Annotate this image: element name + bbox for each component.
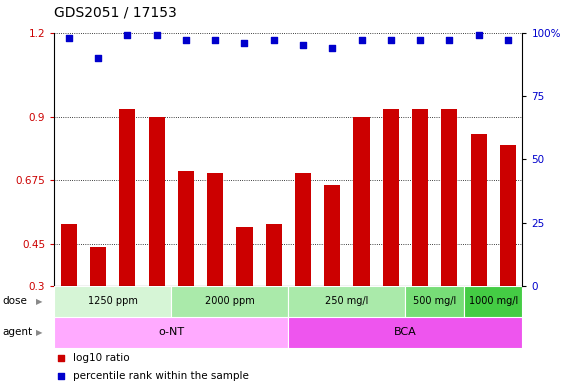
- Text: 500 mg/l: 500 mg/l: [413, 296, 456, 306]
- Text: 250 mg/l: 250 mg/l: [325, 296, 368, 306]
- Point: [152, 32, 161, 38]
- Text: GSM105780: GSM105780: [445, 286, 454, 332]
- Text: GDS2051 / 17153: GDS2051 / 17153: [54, 5, 177, 19]
- Bar: [236, 227, 252, 286]
- Text: o-NT: o-NT: [158, 327, 184, 337]
- Bar: [288, 286, 405, 317]
- Point: [328, 45, 337, 51]
- Point: [240, 40, 249, 46]
- Bar: [464, 286, 522, 317]
- Text: GSM105782: GSM105782: [503, 286, 512, 332]
- Bar: [266, 224, 282, 286]
- Point: [123, 32, 132, 38]
- Text: 1250 ppm: 1250 ppm: [88, 296, 138, 306]
- Point: [94, 55, 103, 61]
- Bar: [178, 170, 194, 286]
- Text: GSM105788: GSM105788: [211, 286, 220, 332]
- Text: ▶: ▶: [36, 328, 42, 337]
- Point: [357, 37, 366, 43]
- Bar: [119, 109, 135, 286]
- Point: [211, 37, 220, 43]
- Point: [65, 35, 74, 41]
- Point: [182, 37, 191, 43]
- Text: GSM105789: GSM105789: [240, 286, 249, 332]
- Bar: [148, 117, 164, 286]
- Point: [474, 32, 483, 38]
- Text: percentile rank within the sample: percentile rank within the sample: [73, 371, 249, 381]
- Text: GSM105787: GSM105787: [182, 286, 191, 332]
- Text: 1000 mg/l: 1000 mg/l: [469, 296, 518, 306]
- Text: dose: dose: [3, 296, 28, 306]
- Bar: [171, 286, 288, 317]
- Text: log10 ratio: log10 ratio: [73, 353, 130, 363]
- Text: GSM105790: GSM105790: [269, 286, 278, 333]
- Text: GSM105776: GSM105776: [328, 286, 337, 333]
- Text: GSM105785: GSM105785: [123, 286, 132, 332]
- Text: agent: agent: [3, 327, 33, 337]
- Point: [57, 373, 66, 379]
- Point: [299, 42, 308, 48]
- Bar: [295, 174, 311, 286]
- Bar: [500, 145, 516, 286]
- Bar: [207, 174, 223, 286]
- Text: GSM105783: GSM105783: [65, 286, 74, 332]
- Bar: [412, 109, 428, 286]
- Point: [445, 37, 454, 43]
- Bar: [54, 286, 171, 317]
- Text: ▶: ▶: [36, 297, 42, 306]
- Point: [269, 37, 278, 43]
- Bar: [288, 317, 522, 348]
- Bar: [405, 286, 464, 317]
- Text: GSM105778: GSM105778: [386, 286, 395, 332]
- Point: [386, 37, 395, 43]
- Text: GSM105777: GSM105777: [357, 286, 366, 333]
- Bar: [353, 117, 369, 286]
- Text: GSM105781: GSM105781: [474, 286, 483, 332]
- Bar: [54, 317, 288, 348]
- Bar: [441, 109, 457, 286]
- Bar: [324, 185, 340, 286]
- Bar: [90, 247, 106, 286]
- Point: [416, 37, 425, 43]
- Bar: [471, 134, 486, 286]
- Text: GSM105786: GSM105786: [152, 286, 161, 332]
- Bar: [383, 109, 399, 286]
- Text: 2000 ppm: 2000 ppm: [205, 296, 255, 306]
- Point: [57, 355, 66, 361]
- Text: GSM105775: GSM105775: [299, 286, 308, 333]
- Point: [503, 37, 512, 43]
- Text: BCA: BCA: [394, 327, 417, 337]
- Bar: [61, 224, 77, 286]
- Text: GSM105779: GSM105779: [416, 286, 425, 333]
- Text: GSM105784: GSM105784: [94, 286, 103, 332]
